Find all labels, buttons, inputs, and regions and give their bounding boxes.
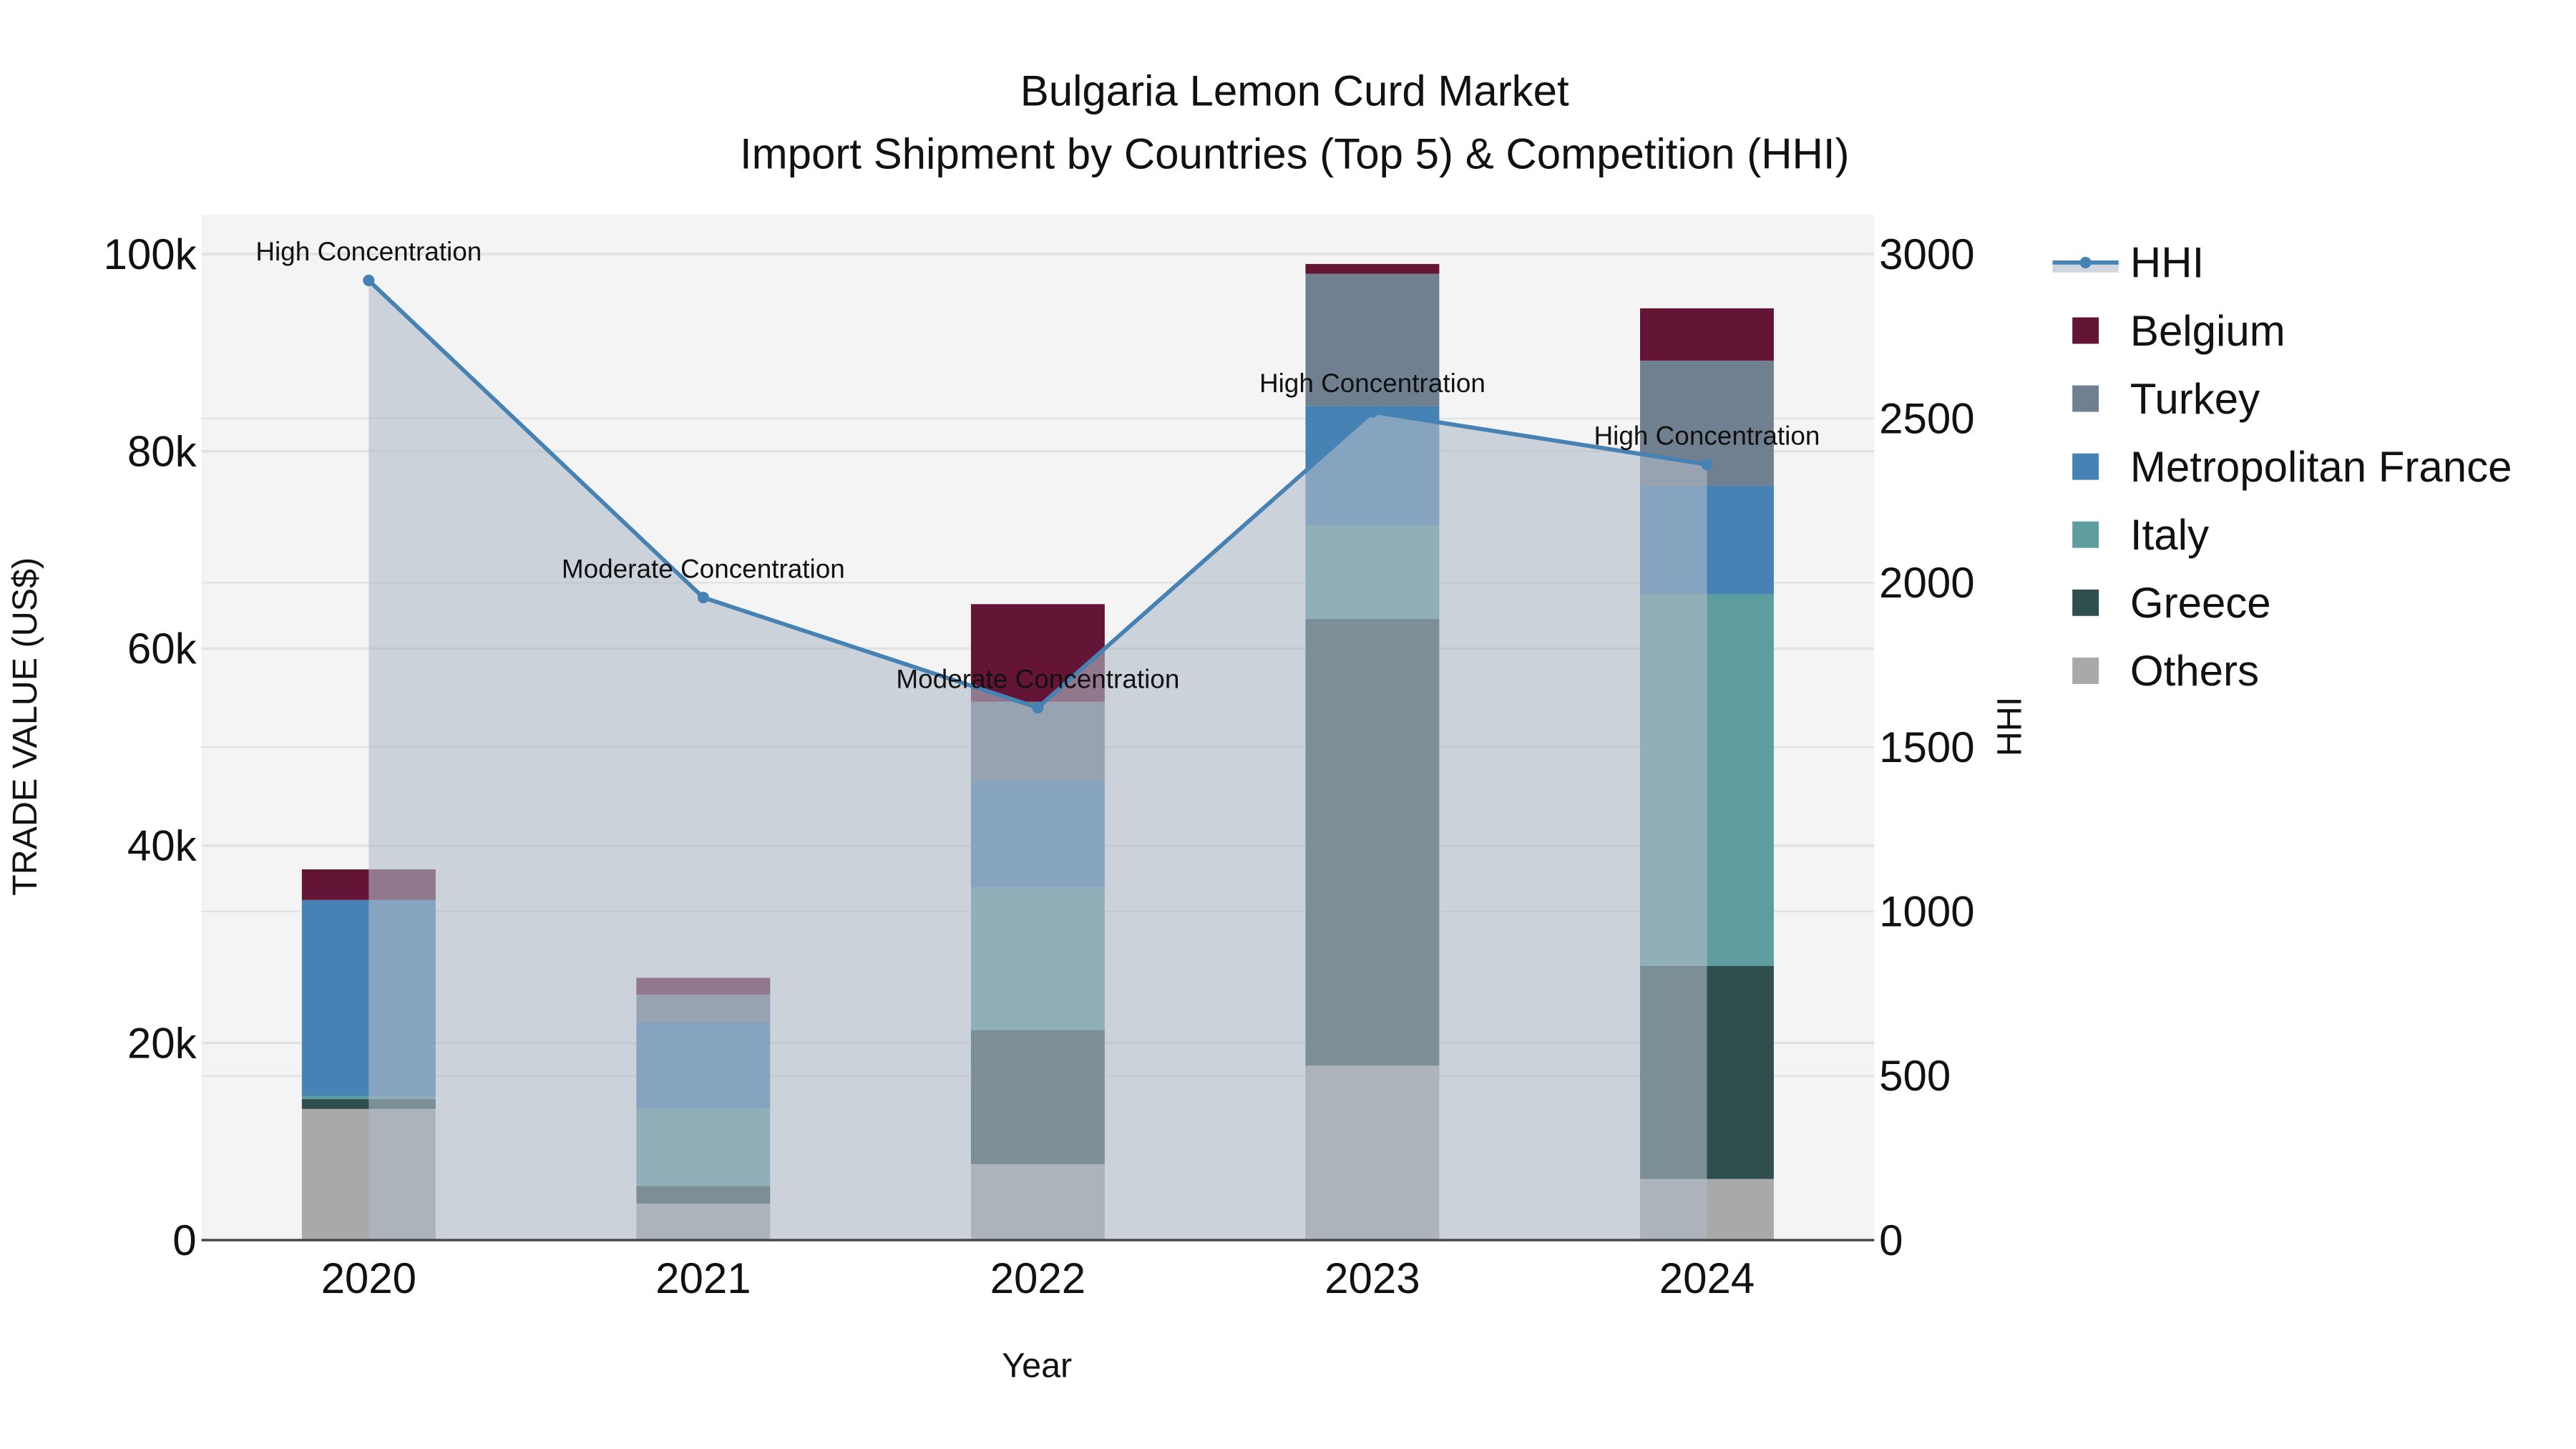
legend-swatch-greece xyxy=(2072,589,2099,616)
x-tick-label: 2020 xyxy=(321,1254,416,1302)
hhi-annotation: Moderate Concentration xyxy=(562,554,845,583)
y-tick-label: 60k xyxy=(127,625,197,673)
hhi-annotation: High Concentration xyxy=(1594,421,1820,450)
legend-label: Turkey xyxy=(2130,375,2260,423)
x-tick-label: 2022 xyxy=(990,1254,1085,1302)
legend-hhi-marker xyxy=(2079,256,2092,268)
y2-axis-label: HHI xyxy=(1991,697,2029,756)
legend-label: Metropolitan France xyxy=(2130,443,2512,491)
legend-label: Italy xyxy=(2130,511,2209,559)
hhi-point-2021 xyxy=(697,592,709,604)
bar-turkey-2023 xyxy=(1305,273,1440,406)
y2-tick-label: 1500 xyxy=(1879,723,1974,771)
y2-tick-label: 2500 xyxy=(1879,395,1974,443)
hhi-annotation: High Concentration xyxy=(255,237,482,266)
legend-label: Others xyxy=(2130,647,2259,695)
y-tick-label: 80k xyxy=(127,427,197,475)
legend-label: Greece xyxy=(2130,579,2271,627)
legend-label: Belgium xyxy=(2130,307,2285,355)
legend-label: HHI xyxy=(2130,239,2204,287)
x-tick-label: 2024 xyxy=(1659,1254,1755,1302)
x-tick-label: 2021 xyxy=(655,1254,751,1302)
y-tick-label: 40k xyxy=(127,822,197,870)
bar-belgium-2024 xyxy=(1640,308,1774,361)
legend-swatch-metropolitan-france xyxy=(2072,453,2099,480)
y2-tick-label: 2000 xyxy=(1879,559,1974,607)
hhi-area xyxy=(369,280,1707,1241)
legend-swatch-others xyxy=(2072,657,2099,684)
hhi-point-2024 xyxy=(1701,459,1713,471)
legend-swatch-belgium xyxy=(2072,317,2099,344)
y2-tick-label: 3000 xyxy=(1879,230,1974,278)
y-tick-label: 20k xyxy=(127,1019,197,1067)
chart-subtitle: Import Shipment by Countries (Top 5) & C… xyxy=(740,130,1850,177)
hhi-annotation: Moderate Concentration xyxy=(896,664,1179,693)
hhi-point-2023 xyxy=(1366,406,1378,418)
x-tick-label: 2023 xyxy=(1324,1254,1420,1302)
y-axis-label: TRADE VALUE (US$) xyxy=(6,557,44,896)
y2-tick-label: 0 xyxy=(1879,1216,1903,1264)
hhi-annotation: High Concentration xyxy=(1259,369,1485,398)
x-axis-label: Year xyxy=(1002,1347,1072,1385)
bar-belgium-2023 xyxy=(1305,263,1440,274)
hhi-point-2022 xyxy=(1032,701,1044,714)
y2-tick-label: 1000 xyxy=(1879,888,1974,936)
chart-title: Bulgaria Lemon Curd Market xyxy=(1020,67,1569,115)
bar-italy-2020 xyxy=(301,1096,436,1100)
y-tick-label: 100k xyxy=(104,230,197,278)
hhi-point-2020 xyxy=(363,274,375,286)
legend-swatch-turkey xyxy=(2072,385,2099,412)
legend-swatch-italy xyxy=(2072,521,2099,548)
y-tick-label: 0 xyxy=(172,1216,196,1264)
y2-tick-label: 500 xyxy=(1879,1052,1951,1100)
